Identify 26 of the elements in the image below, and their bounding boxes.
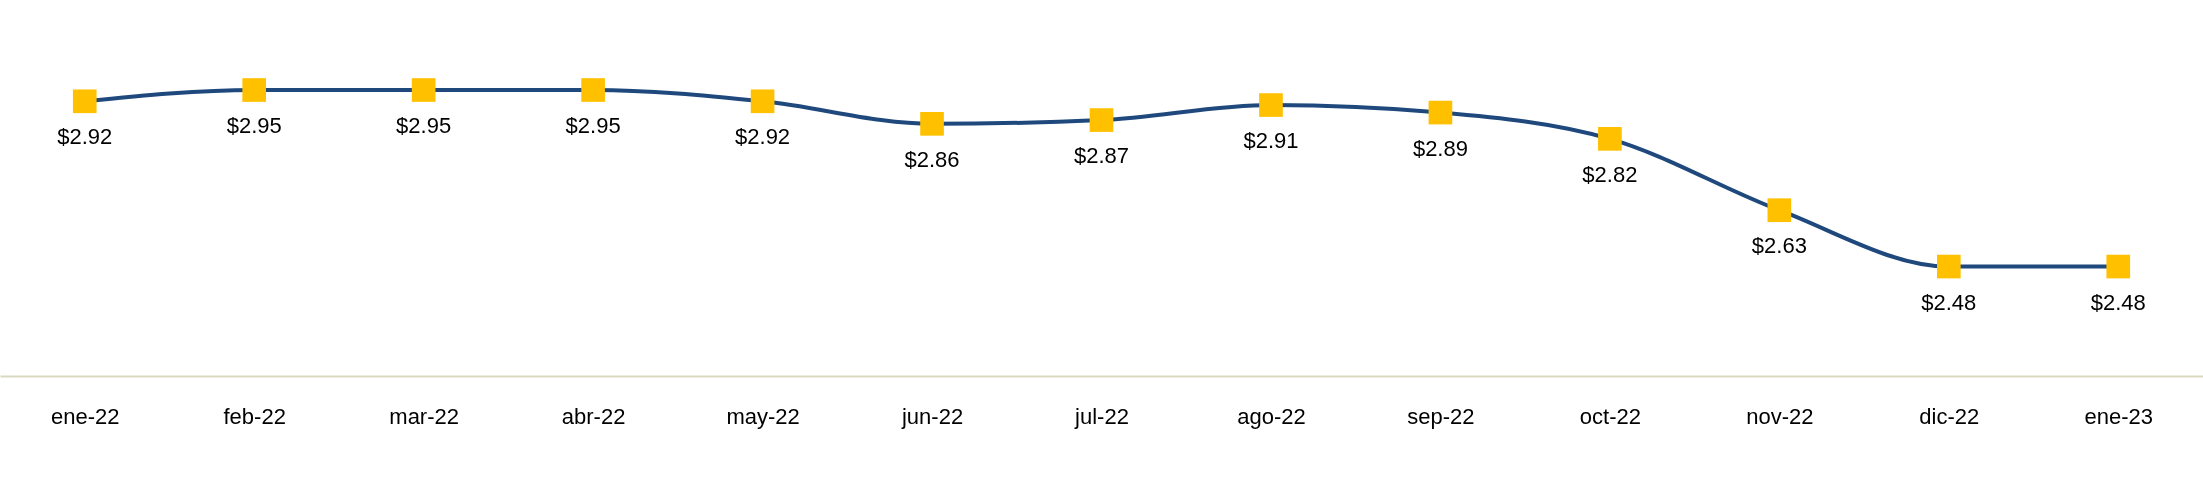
x-tick-label: dic-22 — [1919, 403, 1980, 429]
x-tick-label: ago-22 — [1237, 403, 1306, 429]
data-label: $2.91 — [1243, 128, 1299, 154]
data-label: $2.95 — [565, 113, 621, 139]
data-label: $2.87 — [1073, 143, 1130, 169]
data-label: $2.48 — [1921, 289, 1977, 315]
data-label: $2.95 — [226, 113, 282, 139]
x-tick-label: sep-22 — [1407, 403, 1475, 429]
data-label: $2.89 — [1412, 135, 1468, 161]
x-tick-label: mar-22 — [389, 403, 459, 429]
x-tick-label: oct-22 — [1579, 403, 1641, 429]
x-tick-label: nov-22 — [1746, 403, 1814, 429]
data-label: $2.95 — [396, 113, 452, 139]
x-tick-label: ene-22 — [50, 403, 120, 429]
x-tick-label: ene-23 — [2084, 403, 2154, 429]
x-tick-label: may-22 — [726, 403, 800, 429]
x-tick-label: feb-22 — [223, 403, 286, 429]
data-label: $2.82 — [1582, 161, 1638, 187]
data-label: $2.86 — [904, 146, 960, 172]
data-label: $2.92 — [735, 124, 791, 150]
x-tick-label: abr-22 — [561, 403, 626, 429]
data-label: $2.63 — [1751, 233, 1807, 259]
data-label: $2.48 — [2090, 289, 2146, 315]
data-label: $2.92 — [57, 124, 113, 150]
x-tick-label: jul-22 — [1074, 403, 1129, 429]
x-tick-label: jun-22 — [900, 403, 964, 429]
